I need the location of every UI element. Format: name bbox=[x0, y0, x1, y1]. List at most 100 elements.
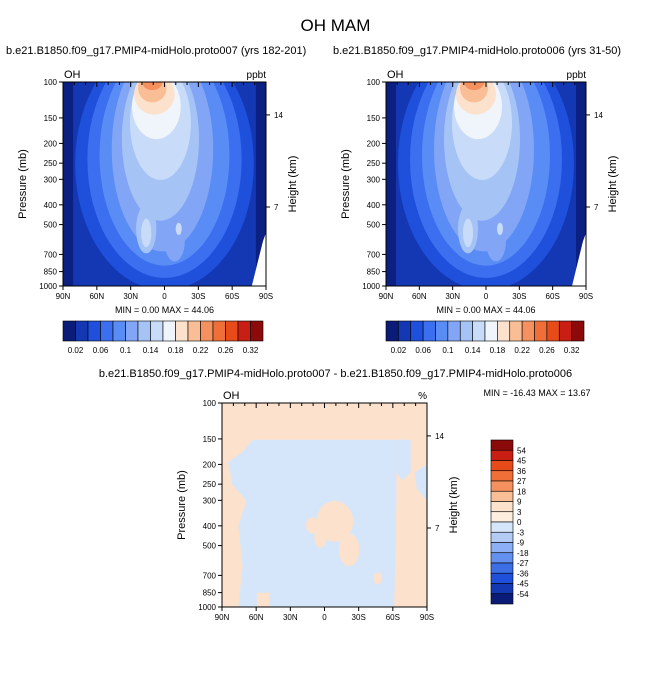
contour-field-2 bbox=[386, 82, 586, 286]
y-tick-label: 250 bbox=[203, 480, 217, 489]
colorbar1-box bbox=[225, 320, 239, 342]
x-tick-label: 60S bbox=[386, 613, 400, 622]
colorbar2-box bbox=[398, 320, 412, 342]
contour-band bbox=[414, 464, 427, 501]
x-tick-label: 60N bbox=[89, 292, 104, 301]
y-tick-label: 100 bbox=[44, 78, 58, 87]
colorbar2-box bbox=[558, 320, 572, 342]
y-axis-label: Pressure (mb) bbox=[17, 149, 29, 219]
colorbar1-label: 0.02 bbox=[68, 346, 84, 355]
colorbar3-label: 27 bbox=[517, 477, 526, 486]
variable-label: OH bbox=[64, 69, 81, 81]
colorbar2-label: 0.06 bbox=[415, 346, 431, 355]
colorbar3-box bbox=[490, 460, 514, 472]
panel1-title: b.e21.B1850.f09_g17.PMIP4-midHolo.proto0… bbox=[6, 45, 307, 57]
contour-band bbox=[486, 220, 506, 262]
colorbar1-box bbox=[100, 320, 114, 342]
y2-tick-label: 7 bbox=[594, 203, 599, 212]
y-tick-label: 150 bbox=[367, 114, 381, 123]
y-tick-label: 100 bbox=[203, 399, 217, 408]
y-tick-label: 250 bbox=[44, 159, 58, 168]
colorbar3-box bbox=[490, 480, 514, 492]
x-tick-label: 30S bbox=[512, 292, 526, 301]
colorbar1-box bbox=[75, 320, 89, 342]
x-tick-label: 30S bbox=[191, 292, 205, 301]
x-tick-label: 30N bbox=[445, 292, 460, 301]
colorbar3-label: -27 bbox=[517, 559, 529, 568]
colorbar2-label: 0.22 bbox=[514, 346, 530, 355]
colorbar2-label: 0.1 bbox=[442, 346, 454, 355]
colorbar3-box bbox=[490, 542, 514, 554]
colorbar1-label: 0.06 bbox=[93, 346, 109, 355]
y-tick-label: 850 bbox=[203, 589, 217, 598]
x-tick-label: 60S bbox=[546, 292, 560, 301]
y-tick-label: 300 bbox=[367, 175, 381, 184]
colorbar3-box bbox=[490, 583, 514, 595]
colorbar1-box bbox=[125, 320, 139, 342]
x-tick-label: 60S bbox=[225, 292, 239, 301]
y2-axis-label: Height (km) bbox=[287, 156, 299, 213]
colorbar3-box bbox=[490, 501, 514, 513]
units-label: % bbox=[418, 391, 427, 402]
x-tick-label: 90S bbox=[420, 613, 434, 622]
colorbar3-label: 18 bbox=[517, 487, 526, 496]
panel1-minmax: MIN = 0.00 MAX = 44.06 bbox=[115, 305, 214, 315]
contour-band bbox=[396, 439, 411, 481]
colorbar2-label: 0.14 bbox=[465, 346, 481, 355]
panel2-minmax: MIN = 0.00 MAX = 44.06 bbox=[436, 305, 535, 315]
panel3-minmax: MIN = -16.43 MAX = 13.67 bbox=[483, 388, 590, 398]
colorbar2-box bbox=[497, 320, 511, 342]
variable-label: OH bbox=[223, 390, 240, 402]
x-tick-label: 0 bbox=[162, 292, 167, 301]
variable-label: OH bbox=[387, 69, 404, 81]
contour-band bbox=[175, 222, 182, 236]
missing-data-region bbox=[572, 232, 586, 286]
colorbar1-box bbox=[150, 320, 164, 342]
colorbar1-box bbox=[162, 320, 176, 342]
y-tick-label: 300 bbox=[44, 175, 58, 184]
x-tick-label: 0 bbox=[322, 613, 327, 622]
contour-band bbox=[164, 220, 185, 262]
x-tick-label: 90N bbox=[215, 613, 230, 622]
colorbar3-box bbox=[490, 593, 514, 605]
colorbar3-box bbox=[490, 552, 514, 564]
y-tick-label: 700 bbox=[203, 571, 217, 580]
x-tick-label: 30N bbox=[283, 613, 298, 622]
y-tick-label: 500 bbox=[44, 221, 58, 230]
colorbar1-label: 0.22 bbox=[193, 346, 209, 355]
y-tick-label: 200 bbox=[44, 139, 58, 148]
colorbar3-box bbox=[490, 439, 514, 451]
y-tick-label: 150 bbox=[203, 435, 217, 444]
contour-band bbox=[306, 517, 319, 534]
units-label: ppbt bbox=[567, 70, 587, 81]
x-tick-label: 90S bbox=[259, 292, 273, 301]
contour-band bbox=[256, 592, 270, 607]
colorbar2-box bbox=[484, 320, 498, 342]
colorbar2-box bbox=[435, 320, 449, 342]
contour-band bbox=[338, 533, 360, 567]
y-tick-label: 400 bbox=[203, 522, 217, 531]
colorbar3-box bbox=[490, 449, 514, 461]
panel3-title: b.e21.B1850.f09_g17.PMIP4-midHolo.proto0… bbox=[98, 368, 573, 380]
y-tick-label: 500 bbox=[367, 221, 381, 230]
y-tick-label: 700 bbox=[367, 250, 381, 259]
colorbar3-label: -45 bbox=[517, 580, 529, 589]
colorbar3-label: -36 bbox=[517, 569, 529, 578]
colorbar3-box bbox=[490, 490, 514, 502]
y-axis-label: Pressure (mb) bbox=[340, 149, 352, 219]
colorbar3-label: 54 bbox=[517, 446, 526, 455]
contour-band bbox=[63, 82, 74, 286]
colorbar2-box bbox=[385, 320, 399, 342]
missing-data-region bbox=[251, 232, 266, 286]
colorbar2-box bbox=[534, 320, 548, 342]
colorbar1-box bbox=[62, 320, 76, 342]
x-tick-label: 90N bbox=[379, 292, 394, 301]
units-label: ppbt bbox=[247, 70, 267, 81]
colorbar2-box bbox=[521, 320, 535, 342]
colorbar1-box bbox=[87, 320, 101, 342]
y-tick-label: 700 bbox=[44, 250, 58, 259]
x-tick-label: 0 bbox=[484, 292, 489, 301]
y-tick-label: 400 bbox=[44, 201, 58, 210]
contour-band bbox=[142, 82, 163, 91]
